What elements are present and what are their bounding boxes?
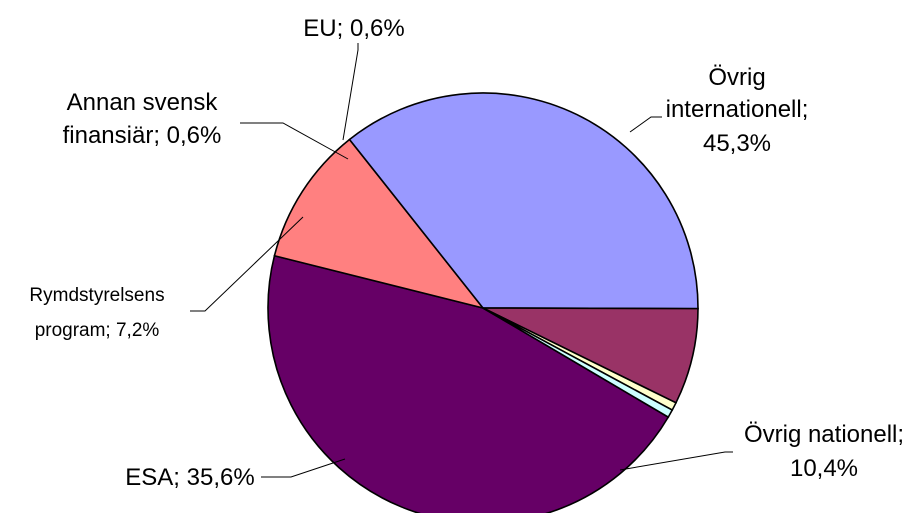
leader-line-eu: [342, 43, 359, 141]
slice-label-eu: EU; 0,6%: [303, 15, 404, 42]
slice-labels: Övrig internationell; 45,3% Övrig nationell…: [29, 15, 904, 491]
leader-line-esa: [261, 458, 346, 478]
slice-label-ovrig-nationell: Övrig nationell; 10,4%: [744, 421, 904, 482]
leader-line-ovrig-internationell: [629, 116, 662, 133]
pie-slice-ovrig-nationell: [273, 138, 486, 310]
pie-slices: [267, 92, 699, 513]
leader-line-annan-svensk-finansiar: [240, 122, 349, 160]
slice-label-annan-svensk-finansiar: Annan svensk finansiär; 0,6%: [63, 89, 222, 149]
pie-slice-esa: [348, 92, 699, 310]
pie-slice-ovrig-internationell: [267, 254, 670, 513]
slice-label-rymdstyrelsens-program: Rymdstyrelsens program; 7,2%: [29, 285, 164, 341]
slice-label-esa: ESA; 35,6%: [125, 464, 254, 491]
leader-line-rymdstyrelsens-program: [190, 216, 304, 312]
pie-slice-eu: [482, 307, 674, 419]
slice-label-ovrig-internationell: Övrig internationell; 45,3%: [666, 64, 809, 157]
leader-lines: [190, 43, 733, 478]
leader-line-ovrig-nationell: [619, 451, 733, 471]
